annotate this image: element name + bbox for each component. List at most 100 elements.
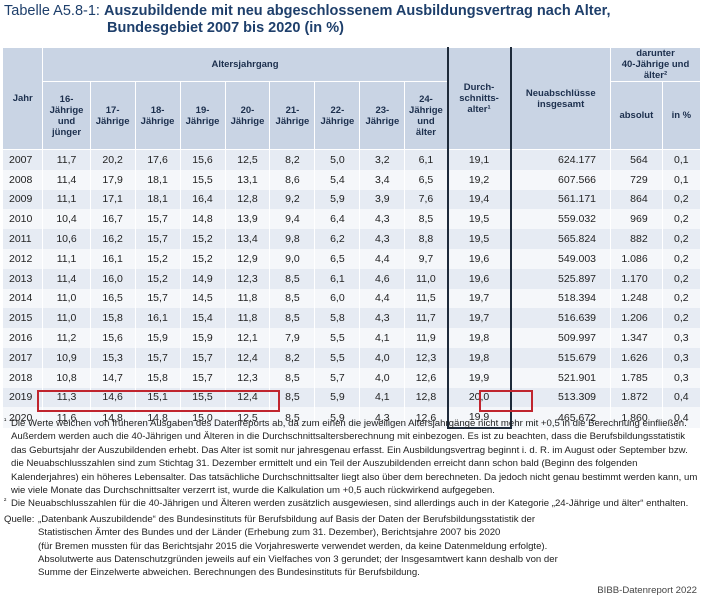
cell-age-share: 15,5 xyxy=(179,169,226,190)
cell-age-share: 5,9 xyxy=(314,189,361,210)
cell-age-share: 16,4 xyxy=(179,189,226,210)
header-durchschnittsalter: Durch- schnitts- alter¹ xyxy=(446,47,512,150)
cell-age-share: 20,2 xyxy=(89,149,136,170)
table-row: 2020 11,6 14,8 14,8 15,0 12,5 8,5 5,9 4,3 12,6 19,… xyxy=(1,407,702,430)
cell-age-share: 3,4 xyxy=(359,169,406,190)
cell-age-share: 13,4 xyxy=(224,229,271,249)
cell-age-share: 15,2 xyxy=(179,248,226,269)
cell-age-share: 4,4 xyxy=(359,288,406,309)
header-altersjahrgang: Altersjahrgang xyxy=(42,47,449,82)
credit: BIBB-Datenreport 2022 xyxy=(597,585,697,596)
header-jahr: Jahr xyxy=(1,47,44,150)
cell-age-share: 12,9 xyxy=(224,248,271,269)
cell-total: 561.171 xyxy=(509,189,612,210)
header-darunter: darunter 40-Jährige und älter² xyxy=(610,47,701,82)
cell-age-share: 17,9 xyxy=(89,169,136,190)
header-age-22: 22- Jährige xyxy=(314,81,361,150)
cell-age-share: 18,1 xyxy=(134,169,181,190)
cell-age-share: 15,7 xyxy=(179,347,226,368)
cell-age-share: 12,3 xyxy=(404,347,449,368)
cell-age-share: 14,8 xyxy=(179,209,226,230)
cell-age-share: 8,5 xyxy=(269,288,316,309)
cell-age-share: 8,5 xyxy=(404,209,449,230)
cell-age-share: 5,8 xyxy=(314,308,361,329)
footnote-1-mark: ¹ xyxy=(4,418,7,425)
cell-age-share: 11,9 xyxy=(404,328,449,348)
cell-age-share: 8,2 xyxy=(269,149,316,170)
cell-age-share: 11,7 xyxy=(42,149,91,170)
cell-age-share: 8,5 xyxy=(269,308,316,329)
footnote-2-mark: ² xyxy=(4,498,7,506)
cell-age-share: 10,6 xyxy=(42,229,91,249)
cell-average-age: 19,5 xyxy=(446,229,512,249)
cell-average-age: 19,1 xyxy=(446,149,512,170)
cell-percent: 0,3 xyxy=(661,347,702,368)
cell-total: 525.897 xyxy=(509,268,612,289)
cell-age-share: 15,1 xyxy=(134,387,181,408)
cell-age-share: 12,3 xyxy=(224,367,271,388)
cell-absolute: 1.170 xyxy=(610,268,663,289)
cell-age-share: 15,6 xyxy=(89,328,136,348)
highlight-2020-ages xyxy=(37,390,280,412)
cell-year: 2007 xyxy=(1,149,44,170)
cell-age-share: 8,5 xyxy=(269,407,316,429)
source-label: Quelle: xyxy=(4,513,35,525)
cell-age-share: 5,7 xyxy=(314,367,361,388)
footnote-2: ² Die Neuabschlusszahlen für die 40-Jähr… xyxy=(4,497,699,510)
cell-age-share: 15,2 xyxy=(179,229,226,249)
cell-age-share: 11,8 xyxy=(224,308,271,329)
cell-age-share: 8,5 xyxy=(269,268,316,289)
cell-percent: 0,4 xyxy=(661,387,702,408)
cell-age-share: 11,3 xyxy=(42,387,91,408)
cell-age-share: 13,9 xyxy=(224,209,271,230)
cell-age-share: 15,7 xyxy=(134,229,181,249)
cell-age-share: 4,1 xyxy=(359,328,406,348)
cell-age-share: 16,1 xyxy=(134,308,181,329)
cell-age-share: 11,0 xyxy=(404,268,449,289)
title-line1: Auszubildende mit neu abgeschlossenem Au… xyxy=(103,3,611,19)
cell-age-share: 10,8 xyxy=(42,367,91,388)
cell-percent: 0,2 xyxy=(661,308,702,329)
cell-age-share: 15,7 xyxy=(134,347,181,368)
cell-percent: 0,2 xyxy=(661,229,702,249)
footnote-1-text: Die Werte weichen von früheren Ausgaben … xyxy=(11,418,698,497)
header-age-20: 20- Jährige xyxy=(224,81,271,150)
cell-age-share: 11,0 xyxy=(42,288,91,309)
table-row: 2014 11,0 16,5 15,7 14,5 11,8 8,5 6,0 4,4 11,5 19,… xyxy=(1,288,702,309)
cell-year: 2016 xyxy=(1,328,44,348)
cell-age-share: 15,9 xyxy=(179,328,226,348)
cell-total: 607.566 xyxy=(509,169,612,190)
cell-percent: 0,1 xyxy=(661,169,702,190)
header-age-23: 23- Jährige xyxy=(359,81,406,150)
cell-age-share: 10,9 xyxy=(42,347,91,368)
cell-age-share: 16,5 xyxy=(89,288,136,309)
cell-percent: 0,3 xyxy=(661,367,702,388)
cell-absolute: 1.086 xyxy=(610,248,663,269)
cell-age-share: 16,2 xyxy=(89,229,136,249)
cell-age-share: 4,1 xyxy=(359,387,406,408)
cell-absolute: 729 xyxy=(610,169,663,190)
table-row: 2012 11,1 16,1 15,2 15,2 12,9 9,0 6,5 4,4 9,7 19,6… xyxy=(1,248,702,269)
cell-age-share: 11,2 xyxy=(42,328,91,348)
cell-age-share: 12,8 xyxy=(224,189,271,210)
cell-absolute: 882 xyxy=(610,229,663,249)
cell-age-share: 9,8 xyxy=(269,229,316,249)
cell-average-age: 19,6 xyxy=(446,268,512,289)
cell-age-share: 15,3 xyxy=(89,347,136,368)
cell-age-share: 15,8 xyxy=(89,308,136,329)
table-row: 2008 11,4 17,9 18,1 15,5 13,1 8,6 5,4 3,4 6,5 19,2… xyxy=(1,169,702,190)
cell-total: 559.032 xyxy=(509,209,612,230)
table-row: 2017 10,9 15,3 15,7 15,7 12,4 8,2 5,5 4,0 12,3 19,… xyxy=(1,347,702,368)
source-line-2: Statistischen Ämter des Bundes und der L… xyxy=(38,527,501,539)
cell-age-share: 4,6 xyxy=(359,268,406,289)
cell-age-share: 16,1 xyxy=(89,248,136,269)
cell-age-share: 6,1 xyxy=(314,268,361,289)
cell-age-share: 7,6 xyxy=(404,189,449,210)
cell-age-share: 11,4 xyxy=(42,169,91,190)
table-title: Tabelle A5.8-1: Auszubildende mit neu ab… xyxy=(4,3,699,37)
cell-age-share: 6,5 xyxy=(404,169,449,190)
cell-age-share: 11,1 xyxy=(42,248,91,269)
cell-age-share: 9,4 xyxy=(269,209,316,230)
cell-age-share: 15,7 xyxy=(134,288,181,309)
data-table: Jahr Altersjahrgang Durch- schnitts- alt… xyxy=(1,47,702,430)
